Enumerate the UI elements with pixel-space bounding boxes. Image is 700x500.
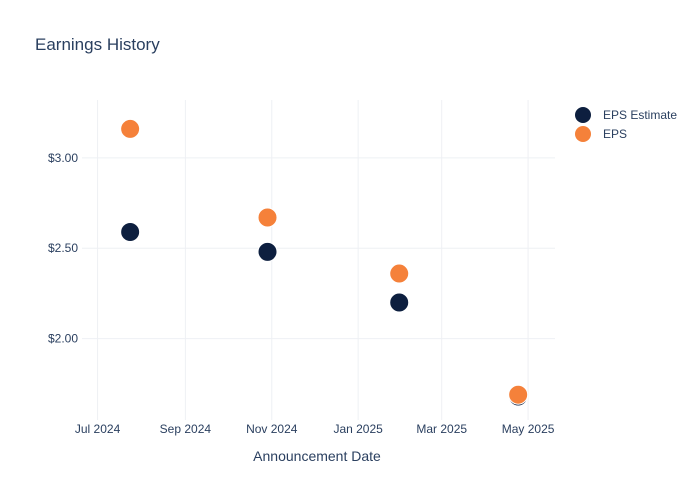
legend-marker: [575, 126, 591, 142]
x-tick-label: Sep 2024: [160, 422, 212, 436]
data-point[interactable]: [120, 221, 141, 242]
data-point[interactable]: [257, 207, 278, 228]
data-point[interactable]: [257, 241, 278, 262]
data-point[interactable]: [120, 118, 141, 139]
data-points: [120, 118, 529, 407]
y-axis-ticks: $2.00 $2.50 $3.00: [48, 151, 78, 346]
series-eps: [120, 118, 529, 405]
data-point[interactable]: [508, 384, 529, 405]
x-axis-ticks: Jul 2024 Sep 2024 Nov 2024 Jan 2025 Mar 2025…: [75, 422, 555, 436]
legend-marker: [575, 107, 591, 123]
data-point[interactable]: [389, 263, 410, 284]
x-tick-label: Mar 2025: [416, 422, 467, 436]
x-tick-label: Nov 2024: [246, 422, 298, 436]
legend-label: EPS: [603, 127, 627, 141]
legend-item[interactable]: EPS: [575, 126, 627, 142]
grid-lines: [82, 100, 555, 420]
data-point[interactable]: [389, 292, 410, 313]
legend-item[interactable]: EPS Estimate: [575, 107, 677, 123]
legend[interactable]: EPS Estimate EPS: [575, 107, 677, 142]
series-eps-estimate: [120, 221, 529, 407]
x-axis-title: Announcement Date: [253, 448, 381, 464]
y-tick-label: $3.00: [48, 151, 78, 165]
y-tick-label: $2.50: [48, 241, 78, 255]
x-tick-label: May 2025: [502, 422, 555, 436]
x-tick-label: Jul 2024: [75, 422, 121, 436]
legend-label: EPS Estimate: [603, 108, 677, 122]
x-tick-label: Jan 2025: [333, 422, 383, 436]
y-tick-label: $2.00: [48, 332, 78, 346]
chart-title: Earnings History: [35, 35, 160, 54]
